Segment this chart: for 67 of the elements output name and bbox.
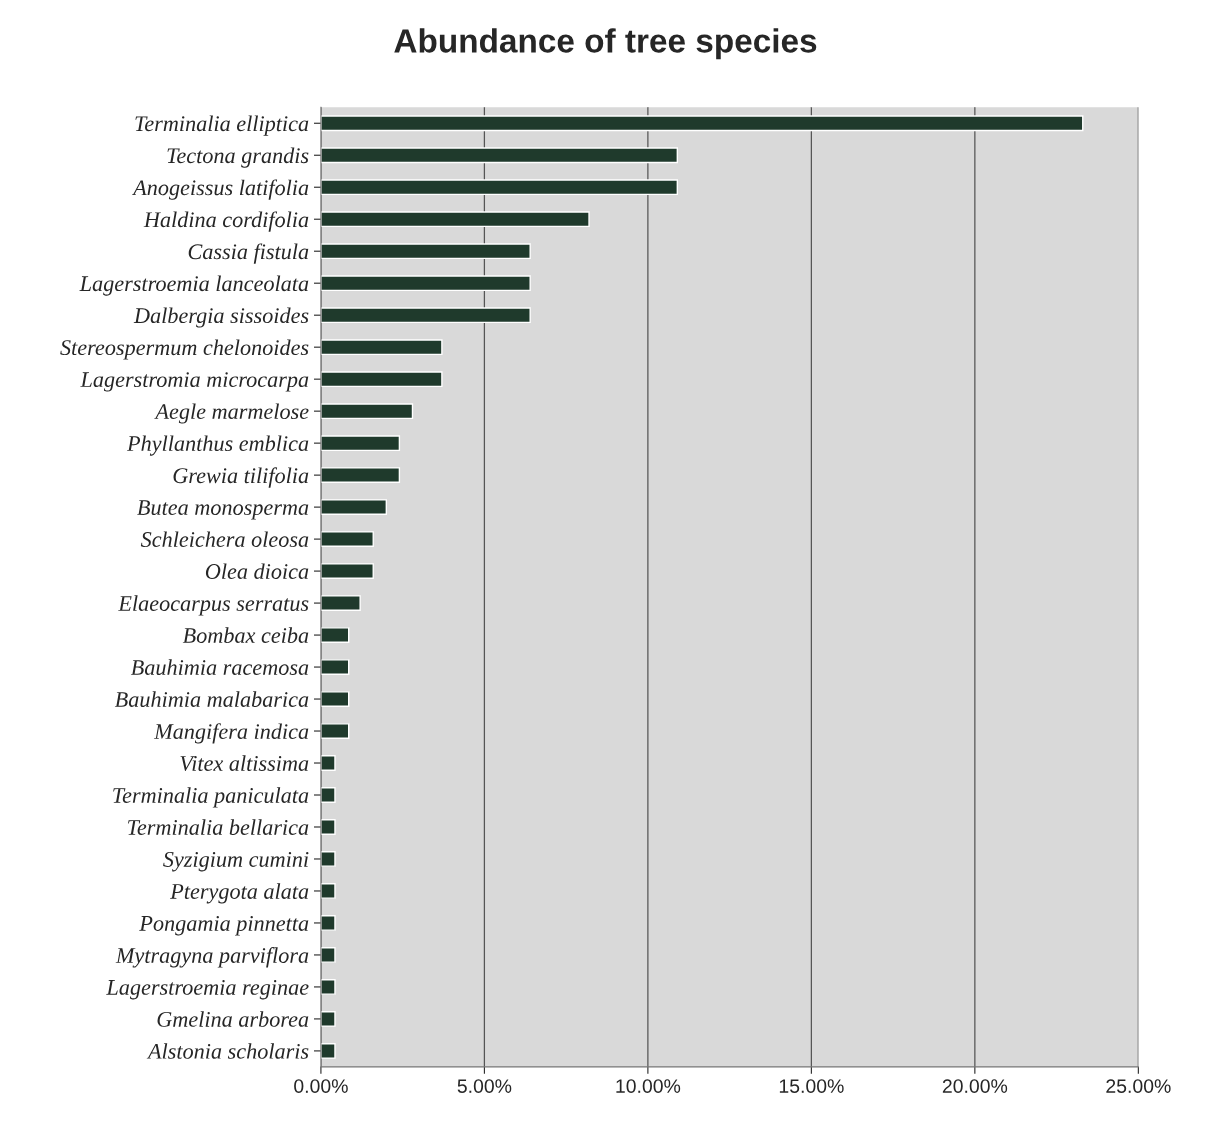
y-tick-label: Tectona grandis	[167, 147, 309, 168]
y-tick-label: Phyllanthus emblica	[126, 435, 309, 456]
y-tick-label: Terminalia bellarica	[128, 819, 309, 835]
y-tick-label: Terminalia paniculata	[113, 787, 309, 808]
bar	[320, 243, 531, 260]
y-tick-label: Bauhimia racemosa	[130, 659, 309, 676]
bar	[320, 211, 590, 228]
y-tick-label: Lagerstromia microcarpa	[80, 372, 309, 392]
chart-title: Abundance of tree species	[394, 28, 817, 60]
bar	[320, 787, 336, 803]
y-tick-label: Terminalia elliptica	[135, 115, 309, 136]
y-tick-label: Bombax ceiba	[182, 627, 309, 643]
y-tick-label: Butea monosperma	[137, 500, 309, 520]
bar	[320, 1043, 336, 1059]
bar	[320, 371, 443, 388]
y-tick-label: Elaeocarpus serratus	[118, 595, 309, 616]
y-tick-label: Mangifera indica	[153, 723, 309, 744]
y-tick-label: Anogeissus latifolia	[131, 179, 309, 200]
bar	[320, 499, 388, 516]
x-tick-label: 20.00%	[942, 1079, 1008, 1093]
x-tick-label: 25.00%	[1106, 1079, 1171, 1093]
bar	[320, 531, 374, 547]
y-tick-label: Pongamia pinnetta	[139, 915, 309, 936]
bar	[320, 307, 531, 324]
x-tick-label: 10.00%	[616, 1079, 681, 1093]
bar	[320, 115, 1084, 132]
y-tick-label: Gmelina arborea	[157, 1011, 309, 1027]
bar	[320, 883, 336, 899]
bar	[320, 819, 336, 835]
y-tick-label: Schleichera oleosa	[140, 531, 309, 548]
bar	[320, 691, 350, 707]
y-tick-label: Vitex altissima	[180, 755, 309, 772]
y-tick-label: Lagerstroemia lanceolata	[79, 275, 309, 296]
y-tick-label: Bauhimia malabarica	[114, 691, 309, 708]
bar	[320, 435, 401, 452]
bar	[320, 659, 350, 675]
bar	[320, 915, 336, 931]
bar	[320, 403, 414, 420]
x-tick-label: 15.00%	[779, 1079, 844, 1093]
bar	[320, 979, 336, 995]
y-tick-label: Grewia tilifolia	[173, 467, 309, 488]
bar	[320, 723, 350, 739]
bar	[320, 563, 374, 579]
bar	[320, 1011, 336, 1027]
bar	[320, 179, 679, 196]
y-tick-label: Stereospermum chelonoides	[60, 339, 309, 360]
y-tick-label: Haldina cordifolia	[143, 211, 309, 232]
bar	[320, 627, 350, 643]
y-tick-label: Cassia fistula	[188, 243, 309, 264]
bar	[320, 755, 336, 771]
bar	[320, 147, 679, 164]
y-tick-label: Mytragyna parviflora	[115, 947, 309, 968]
bar	[320, 947, 336, 963]
bar	[320, 851, 336, 867]
y-tick-label: Olea dioica	[205, 563, 309, 580]
y-tick-label: Syzigium cumini	[163, 851, 309, 872]
y-tick-label: Lagerstroemia reginae	[106, 979, 309, 1000]
bar	[320, 339, 443, 356]
x-tick-label: 0.00%	[294, 1079, 348, 1093]
y-tick-label: Dalbergia sissoides	[133, 307, 309, 328]
y-tick-label: Aegle marmelose	[154, 403, 309, 424]
bar	[320, 467, 401, 484]
bar	[320, 595, 361, 611]
x-tick-label: 5.00%	[457, 1079, 512, 1093]
y-tick-label: Alstonia scholaris	[146, 1043, 309, 1059]
y-tick-label: Pterygota alata	[170, 883, 309, 904]
bar	[320, 275, 531, 292]
